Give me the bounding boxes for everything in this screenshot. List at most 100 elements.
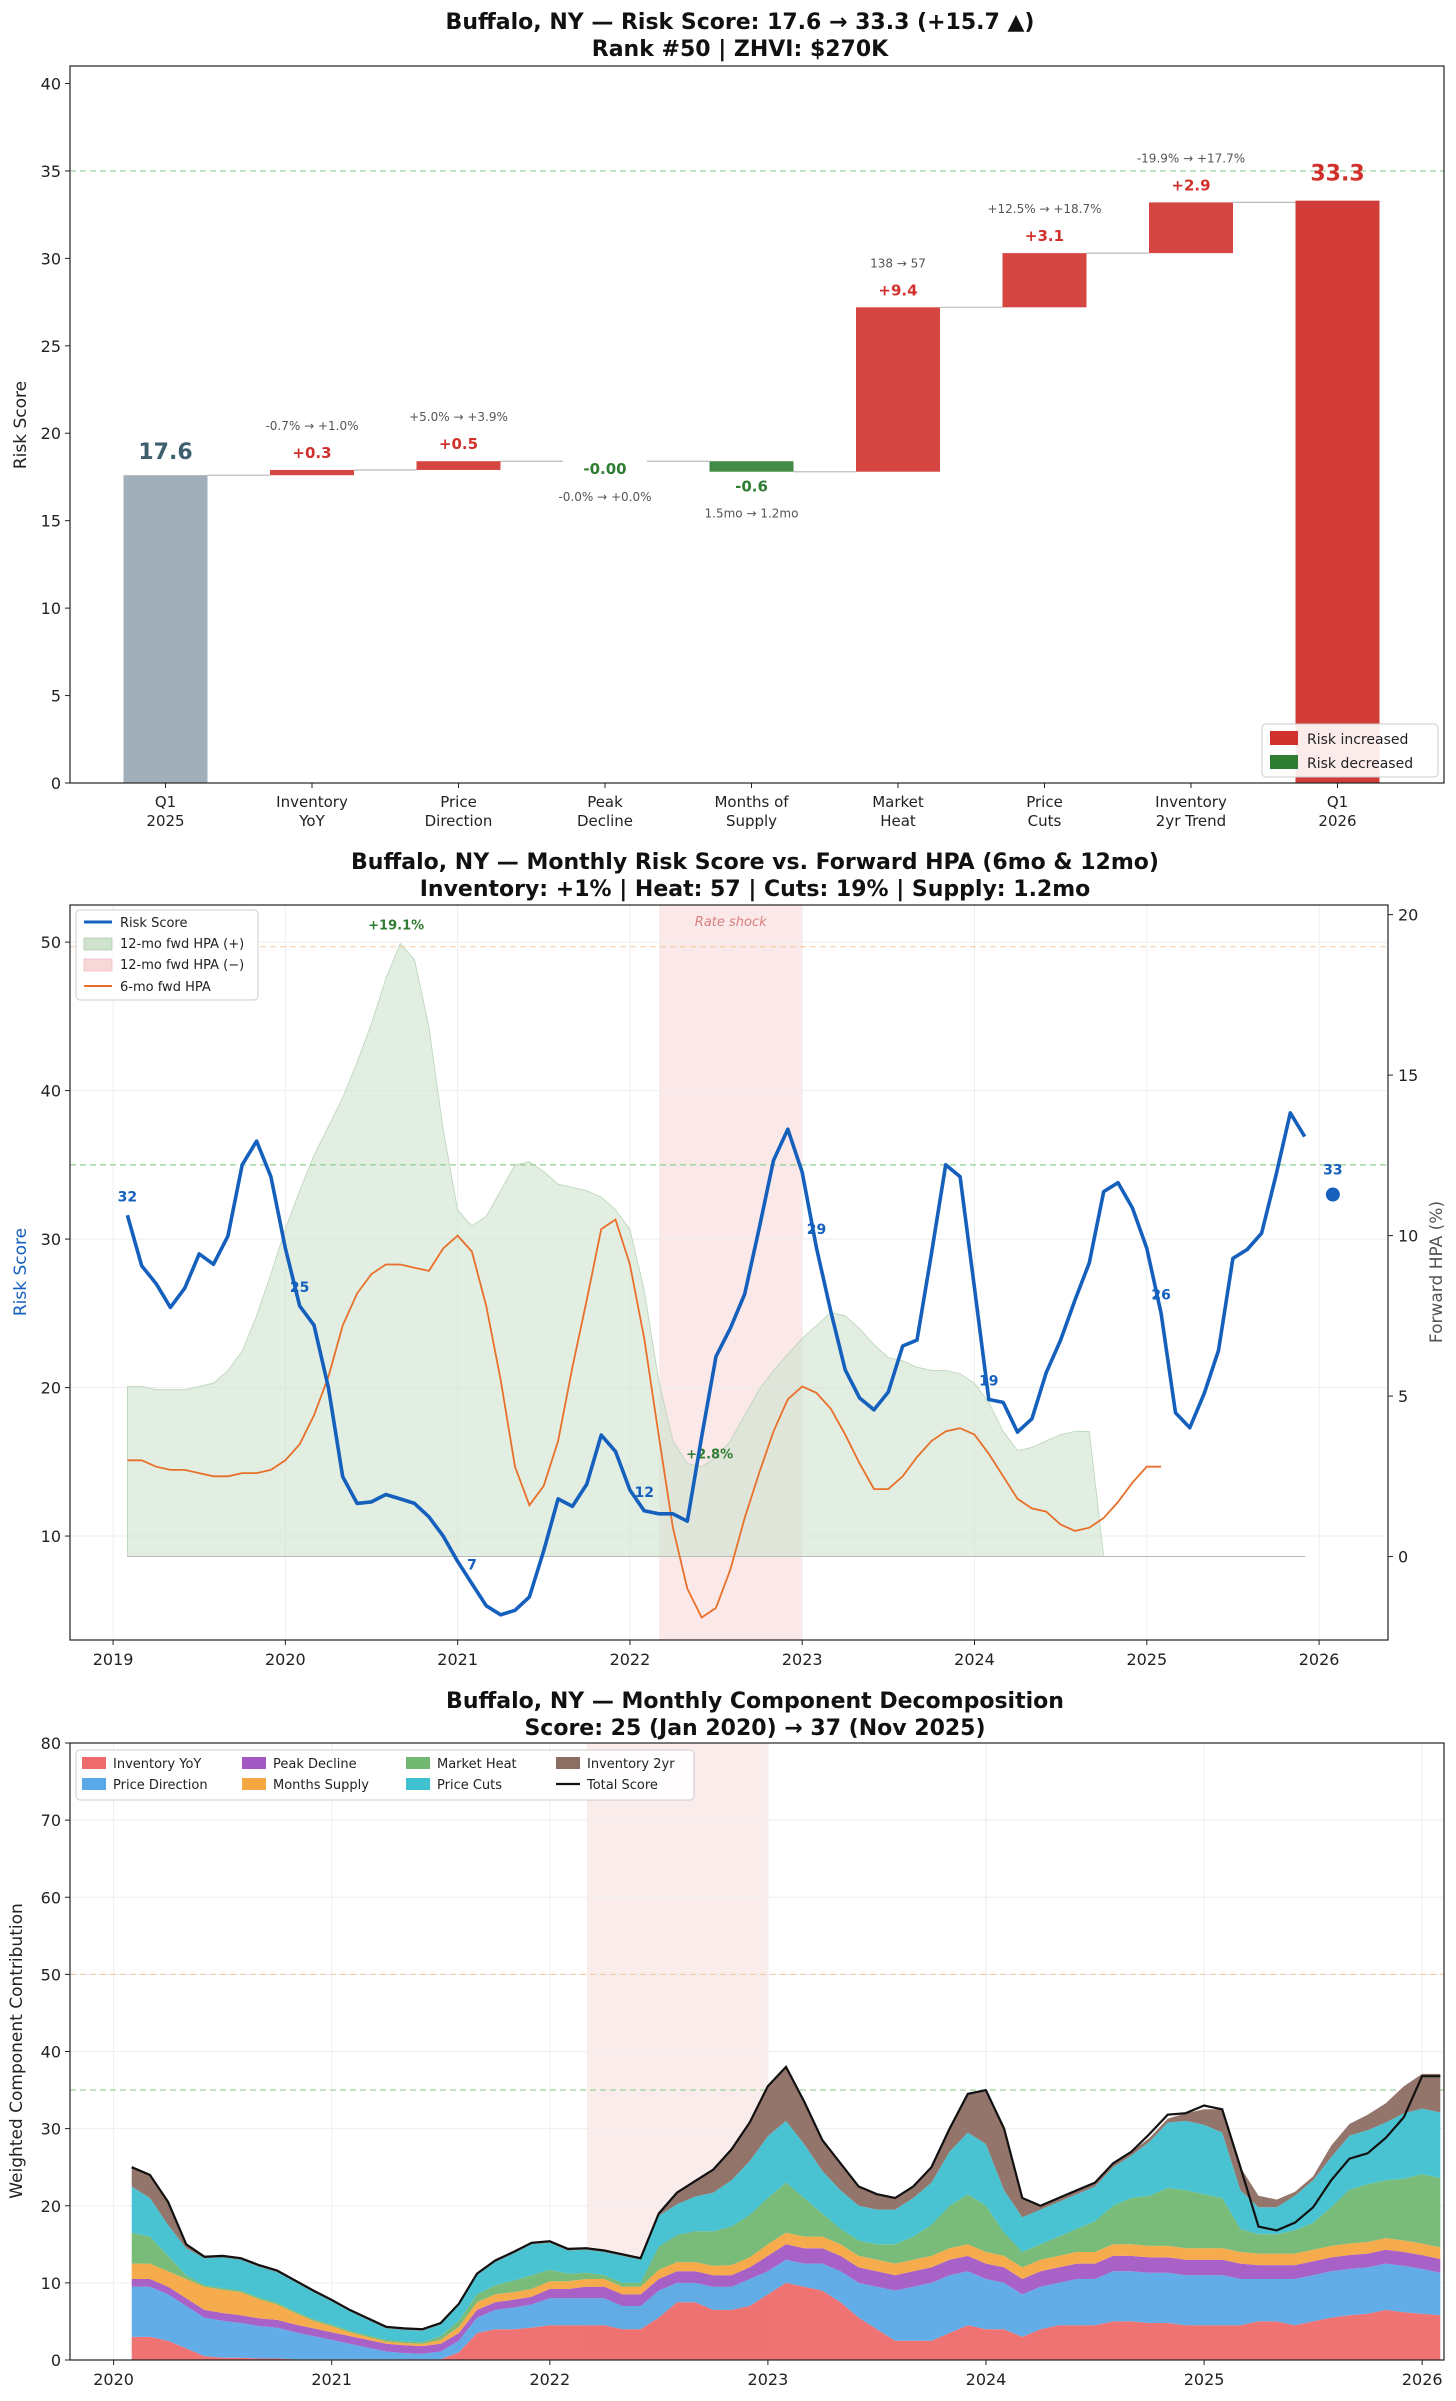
x-tick-label: 2021 [437, 1650, 478, 1669]
legend-swatch-decrease [1270, 755, 1298, 769]
x-tick-label: 2023 [782, 1650, 823, 1669]
legend-label-hpa6: 6-mo fwd HPA [120, 980, 211, 995]
category-label: Peak [587, 793, 623, 811]
legend-swatch [82, 1757, 106, 1769]
y2-tick-label: 20 [1398, 906, 1418, 925]
bar-delta [1149, 202, 1233, 254]
risk-hpa-subtitle: Inventory: +1% | Heat: 57 | Cuts: 19% | … [420, 877, 1091, 902]
legend-label-decrease: Risk decreased [1307, 756, 1413, 772]
delta-annotation: +5.0% → +3.9% [409, 410, 508, 424]
bar-start [123, 475, 208, 783]
category-label: Inventory [276, 793, 348, 811]
legend-swatch [556, 1757, 580, 1769]
x-tick-label: 2020 [265, 1650, 306, 1669]
risk-hpa-title: Buffalo, NY — Monthly Risk Score vs. For… [351, 850, 1159, 875]
risk-point-label: 7 [467, 1558, 477, 1574]
category-label: Q1 [155, 793, 176, 811]
category-label: Cuts [1028, 812, 1062, 830]
delta-value-label: -0.6 [735, 478, 768, 496]
hpa12-trough-label: +2.8% [686, 1448, 733, 1463]
y-tick-label: 5 [51, 687, 61, 706]
hpa12-area [126, 942, 1105, 1557]
risk-point-label: 25 [290, 1280, 309, 1296]
component-y-label: Weighted Component Contribution [7, 1903, 27, 2199]
category-label: 2yr Trend [1156, 812, 1226, 830]
x-tick-label: 2020 [93, 2370, 134, 2389]
category-label: 2025 [146, 812, 184, 830]
risk-hpa-y-label: Risk Score [11, 1228, 31, 1316]
risk-hpa-frame [69, 904, 1389, 1641]
category-label: Decline [577, 812, 633, 830]
x-tick-label: 2023 [748, 2370, 789, 2389]
category-label: 2026 [1318, 812, 1356, 830]
x-tick-label: 2026 [1299, 1650, 1340, 1669]
x-tick-label: 2024 [954, 1650, 995, 1669]
y-tick-label: 40 [41, 1082, 61, 1101]
x-tick-label: 2021 [311, 2370, 352, 2389]
legend-label: Inventory YoY [113, 1757, 201, 1772]
waterfall-frame [69, 65, 1445, 784]
delta-annotation: -0.0% → +0.0% [558, 490, 651, 504]
bar-delta [1002, 253, 1087, 308]
component-chart: Buffalo, NY — Monthly Component Decompos… [7, 1689, 1445, 2389]
x-tick-label: 2019 [93, 1650, 134, 1669]
delta-value-label: +0.5 [439, 435, 478, 453]
legend-swatch [406, 1757, 430, 1769]
waterfall-chart: Buffalo, NY — Risk Score: 17.6 → 33.3 (+… [11, 10, 1445, 830]
component-title: Buffalo, NY — Monthly Component Decompos… [446, 1689, 1064, 1714]
start-value-label: 17.6 [138, 440, 192, 465]
risk-current-point [1325, 1187, 1340, 1202]
category-label: Supply [726, 812, 777, 830]
legend-label-hpa12-pos: 12-mo fwd HPA (+) [120, 937, 244, 952]
category-label: Q1 [1327, 793, 1348, 811]
risk-point-label: 29 [807, 1222, 826, 1238]
area-market-heat [131, 2174, 1441, 2344]
legend-label: Price Direction [113, 1778, 208, 1793]
risk-point-label: 12 [634, 1485, 653, 1501]
x-tick-label: 2024 [966, 2370, 1007, 2389]
y-tick-label: 50 [41, 1965, 61, 1984]
legend-label: Months Supply [273, 1778, 369, 1793]
risk-hpa-y2-label: Forward HPA (%) [1427, 1201, 1447, 1343]
area-price-direction [131, 2259, 1441, 2360]
rate-shock-label: Rate shock [695, 915, 767, 930]
bar-delta [416, 461, 501, 470]
legend-label: Inventory 2yr [587, 1757, 675, 1772]
y-tick-label: 10 [41, 2274, 61, 2293]
x-tick-label: 2022 [610, 1650, 651, 1669]
risk-point-label: 32 [118, 1189, 137, 1205]
area-inventory-yoy [131, 2282, 1441, 2360]
legend-label: Total Score [586, 1778, 658, 1793]
delta-value-label: +2.9 [1171, 176, 1210, 194]
y-tick-label: 20 [41, 1379, 61, 1398]
risk-current-label: 33 [1323, 1163, 1342, 1179]
y-tick-label: 35 [41, 162, 61, 181]
legend-label: Price Cuts [437, 1778, 502, 1793]
waterfall-y-label: Risk Score [11, 381, 31, 469]
category-label: Months of [714, 793, 789, 811]
bar-end [1295, 200, 1380, 783]
y-tick-label: 0 [51, 2351, 61, 2370]
legend-swatch-hpa12-pos [83, 937, 113, 951]
x-tick-label: 2026 [1402, 2370, 1443, 2389]
legend-label-risk: Risk Score [120, 916, 188, 931]
x-tick-label: 2025 [1126, 1650, 1167, 1669]
delta-value-label: +0.3 [292, 444, 331, 462]
y-tick-label: 30 [41, 1230, 61, 1249]
y-tick-label: 70 [41, 1811, 61, 1830]
legend-swatch [242, 1778, 266, 1790]
category-label: Price [1026, 793, 1063, 811]
risk-hpa-chart: Buffalo, NY — Monthly Risk Score vs. For… [11, 850, 1447, 1669]
legend-swatch [82, 1778, 106, 1790]
legend-label-hpa12-neg: 12-mo fwd HPA (−) [120, 958, 244, 973]
risk-score-line [125, 1111, 1307, 1617]
area-inventory-2yr [131, 2066, 1441, 2331]
y2-tick-label: 15 [1398, 1066, 1418, 1085]
risk-point-label: 26 [1151, 1287, 1170, 1303]
category-label: YoY [298, 812, 325, 830]
legend-label-increase: Risk increased [1307, 732, 1408, 748]
y-tick-label: 40 [41, 2043, 61, 2062]
waterfall-legend: Risk increased Risk decreased [1261, 723, 1439, 778]
delta-value-label: +9.4 [878, 281, 917, 299]
